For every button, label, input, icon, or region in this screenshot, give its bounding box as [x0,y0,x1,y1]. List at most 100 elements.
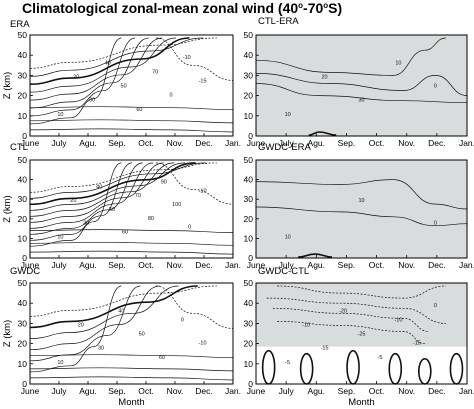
x-tick-label: Nov. [167,138,184,148]
panel-ctl-era: CTL-ERA 0 10 20 30 40 50 June July Agu. Sep. Oct. No… [244,16,474,148]
contour-line [29,285,179,339]
x-tick-label: July [51,138,67,148]
contour-label: -10 [394,317,402,323]
contour-label: 50 [139,332,145,338]
panel-label: CTL-ERA [258,16,299,27]
panel-background [30,160,233,258]
x-tick-label: Jan. [459,386,474,396]
contour-label: 10 [358,198,364,204]
contour-label: 50 [121,84,127,90]
contour-line [29,162,175,217]
y-tick-label: 50 [18,155,28,165]
contour-line [255,37,446,76]
contour-label: 10 [395,60,401,66]
contour-line [277,285,446,299]
x-tick-label: July [279,260,295,270]
contour-line [29,229,234,233]
x-tick-label: Oct. [138,386,154,396]
contour-line [29,162,186,211]
y-tick-label: 0 [248,131,253,141]
contour-line [29,162,143,235]
x-tick-label: Agu. [79,260,97,270]
contour-line [29,162,217,193]
contour-label: -10 [199,341,207,347]
contour-label: 0 [434,84,437,90]
contour-line [29,37,204,77]
contour-line [29,37,163,101]
contour-label: 20 [78,322,84,328]
contour-label: 40 [105,60,111,66]
contour-line [255,73,468,96]
y-tick-label: 20 [244,214,254,224]
contour-line [255,179,468,210]
y-tick-label: 50 [18,278,28,288]
contour-label: 10 [57,112,63,118]
contour-label: 40 [118,308,124,314]
x-tick-label: Dec. [428,138,445,148]
y-tick-label: 40 [244,298,254,308]
contour-label: 60 [159,355,165,361]
x-tick-label: Dec. [428,260,445,270]
contour-label: 50 [109,207,115,213]
contour-label: 40 [96,184,102,190]
contour-label: 0 [434,221,437,227]
x-tick-label: Agu. [308,260,326,270]
y-tick-label: 40 [244,50,254,60]
contour-label: 0 [169,93,172,99]
x-tick-label: Jan. [225,386,241,396]
y-tick-label: 10 [18,111,28,121]
contour-line [29,128,234,133]
contour-line [29,37,176,93]
y-tick-label: 50 [244,155,254,165]
contour-line [29,37,136,117]
contour-line [29,37,149,109]
contour-label: -10 [199,188,207,194]
contour-label: 80 [148,216,154,222]
panel-gwdc-ctl: GWDC-CTL 0 10 20 30 40 50 June July Agu. Sep. Oct. N… [244,266,474,408]
x-tick-label: July [279,138,295,148]
contour-line [29,285,160,351]
contour-line [29,354,234,359]
x-tick-label: Dec. [195,386,212,396]
contour-line [272,307,430,332]
contour-label: 10 [57,360,63,366]
contour-label: -5 [285,360,290,366]
y-tick-label: 20 [18,91,28,101]
y-tick-label: 20 [244,339,254,349]
x-tick-label: Nov. [167,260,184,270]
panel-frame [29,282,234,385]
contour-label: -10 [302,322,310,328]
y-tick-label: 20 [18,339,28,349]
contour-line [155,37,234,81]
x-tick-label: Oct. [369,138,385,148]
y-tick-label: 30 [18,70,28,80]
y-tick-label: 10 [18,359,28,369]
panel-frame [29,159,234,259]
y-tick-label: 10 [244,233,254,243]
contour-line [308,131,337,136]
panel-label: GWDC-ERA [258,142,311,153]
y-axis-label: Z (km) [2,320,13,347]
contour-label: 60 [136,107,142,113]
contour-line [255,206,468,227]
contour-label: 30 [98,346,104,352]
x-tick-label: Nov. [398,138,415,148]
x-tick-label: Sep. [108,386,126,396]
contour-label: -25 [358,332,366,338]
x-tick-label: Oct. [369,260,385,270]
contour-line [29,106,234,111]
contour-line [255,83,468,104]
contour-label: 10 [285,112,291,118]
y-tick-label: 40 [18,175,28,185]
x-tick-label: June [247,386,266,396]
contour-line [29,285,141,362]
contour-line [29,376,234,381]
contour-label: -20 [339,308,347,314]
contour-line [29,367,234,372]
y-tick-label: 10 [18,233,28,243]
contour-label: 60 [122,230,128,236]
contour-label: 70 [152,69,158,75]
y-tick-label: 30 [18,318,28,328]
y-tick-label: 20 [18,214,28,224]
x-tick-label: July [51,386,67,396]
